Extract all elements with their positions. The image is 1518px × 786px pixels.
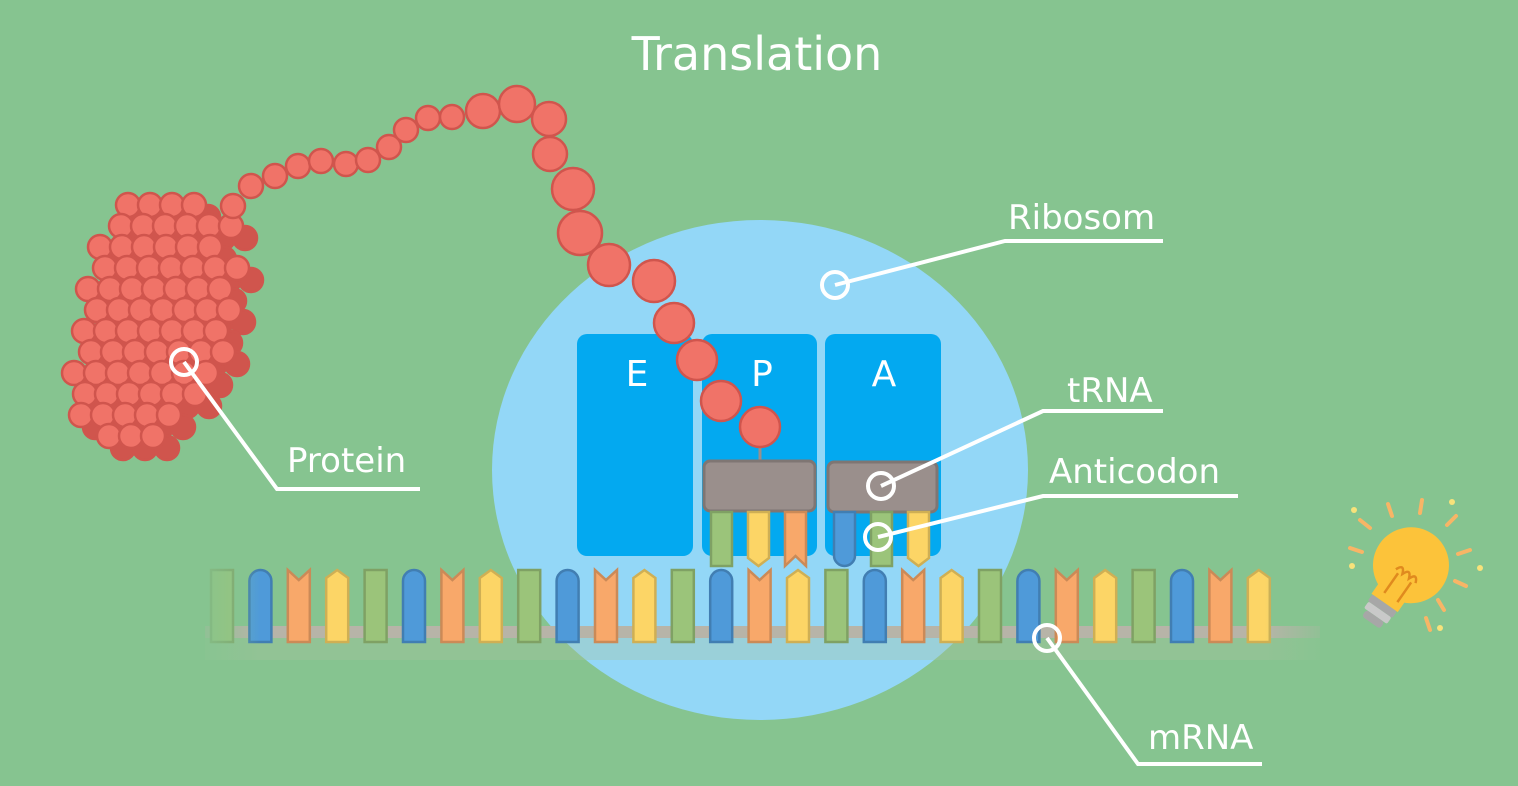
mrna-nucleotide-blue	[555, 568, 580, 644]
mrna-nucleotide-orange	[593, 567, 619, 644]
a-site-label: A	[872, 354, 897, 395]
p-site-label: P	[751, 354, 773, 395]
mrna-nucleotide-yellow	[632, 568, 657, 644]
amino-acid	[223, 254, 251, 282]
mrna-nucleotide-orange	[900, 567, 926, 644]
mrna-callout-line	[1045, 636, 1262, 766]
amino-acid	[652, 301, 696, 345]
anticodon-label: Anticodon	[1049, 452, 1220, 492]
amino-acid	[117, 422, 145, 450]
amino-acid	[139, 422, 167, 450]
mrna-nucleotide-yellow	[939, 568, 964, 644]
amino-acid	[215, 296, 243, 324]
mrna-nucleotide-yellow	[785, 568, 811, 644]
mrna-nucleotide-green	[516, 568, 542, 644]
amino-acid	[414, 104, 442, 132]
amino-acid	[531, 135, 569, 173]
amino-acid	[354, 146, 382, 174]
amino-acid	[307, 147, 335, 175]
amino-acid	[219, 192, 247, 220]
mrna-nucleotide-green	[363, 568, 388, 644]
mrna-fade-right	[1265, 565, 1335, 665]
anticodon-nucleotide-green	[709, 510, 734, 568]
amino-acid	[631, 258, 677, 304]
amino-acid	[586, 242, 632, 288]
anticodon-nucleotide-yellow	[746, 510, 771, 568]
diagram-title: Translation	[631, 27, 883, 81]
mrna-nucleotide-green	[824, 568, 849, 644]
mrna-nucleotide-yellow	[1092, 568, 1118, 644]
trna-callout-line	[880, 409, 1163, 488]
amino-acid	[209, 338, 237, 366]
amino-acid	[95, 422, 123, 450]
anticodon-nucleotide-blue	[832, 510, 857, 568]
protein-chain	[60, 84, 782, 462]
lightbulb-icon[interactable]	[1340, 498, 1483, 644]
amino-acid	[375, 133, 403, 161]
callouts	[182, 239, 1262, 766]
mrna-nucleotide-yellow	[324, 568, 350, 644]
mrna-fade-left	[190, 565, 260, 665]
mrna-nucleotide-green	[670, 568, 696, 644]
amino-acid	[738, 405, 782, 449]
ribosom-callout-line	[834, 239, 1163, 287]
mrna-nucleotide-orange	[1054, 567, 1080, 644]
protein-label: Protein	[287, 441, 406, 481]
amino-acid	[530, 100, 568, 138]
anticodon-nucleotide-yellow	[906, 510, 931, 568]
ribosom-label: Ribosom	[1008, 198, 1155, 238]
amino-acid	[332, 150, 360, 178]
amino-acid	[699, 379, 743, 423]
amino-acid	[556, 209, 604, 257]
anticodon-marker	[863, 522, 893, 552]
amino-acid	[464, 92, 502, 130]
amino-acid	[392, 116, 420, 144]
trna-head	[702, 459, 817, 513]
amino-acid	[237, 172, 265, 200]
mrna-nucleotide-blue	[708, 568, 734, 644]
amino-acid	[261, 162, 289, 190]
anticodon-callout-line	[877, 494, 1238, 539]
e-site	[577, 334, 693, 556]
mrna-nucleotide-orange	[286, 567, 312, 644]
mrna-nucleotide-green	[1131, 568, 1156, 644]
mrna-nucleotide-blue	[862, 568, 888, 644]
amino-acid	[438, 103, 466, 131]
amino-acid	[155, 401, 183, 429]
mrna-nucleotide-orange	[747, 567, 772, 644]
mrna-marker	[1032, 623, 1062, 653]
anticodon-nucleotide-orange	[783, 510, 808, 569]
protein-callout-line	[182, 360, 420, 491]
mrna-nucleotide-blue	[1169, 568, 1195, 644]
mrna-backbone-shadow	[205, 638, 1320, 660]
amino-acid	[67, 401, 95, 429]
callout-markers	[169, 270, 1062, 653]
ribosom-marker	[820, 270, 850, 300]
amino-acid	[284, 152, 312, 180]
trna-marker	[866, 471, 896, 501]
amino-acid	[497, 84, 537, 124]
mrna-nucleotide-yellow	[478, 568, 504, 644]
protein-marker	[169, 347, 199, 377]
mrna-nucleotide-orange	[1208, 567, 1233, 644]
amino-acid	[550, 166, 596, 212]
mrna-nucleotide-blue	[1016, 568, 1041, 644]
mrna-nucleotide-green	[977, 568, 1003, 644]
mrna-nucleotide-blue	[401, 568, 427, 644]
amino-acid	[675, 338, 719, 382]
mrna-strand	[190, 565, 1335, 665]
trna-p-site	[702, 446, 817, 569]
trna-label: tRNA	[1067, 371, 1153, 411]
mrna-label: mRNA	[1148, 718, 1253, 758]
mrna-nucleotide-orange	[440, 567, 465, 644]
e-site-label: E	[626, 354, 649, 395]
